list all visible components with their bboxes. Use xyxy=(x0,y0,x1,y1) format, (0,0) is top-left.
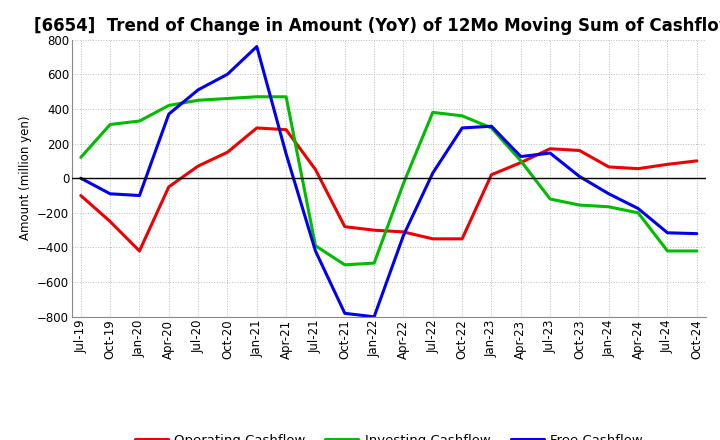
Investing Cashflow xyxy=(341,262,349,268)
Investing Cashflow xyxy=(135,118,144,124)
Operating Cashflow xyxy=(487,172,496,177)
Legend: Operating Cashflow, Investing Cashflow, Free Cashflow: Operating Cashflow, Investing Cashflow, … xyxy=(130,429,648,440)
Free Cashflow xyxy=(516,154,525,159)
Operating Cashflow xyxy=(253,125,261,131)
Free Cashflow xyxy=(546,150,554,156)
Operating Cashflow xyxy=(634,166,642,171)
Free Cashflow xyxy=(282,151,290,157)
Investing Cashflow xyxy=(76,155,85,160)
Operating Cashflow xyxy=(282,127,290,132)
Operating Cashflow xyxy=(428,236,437,242)
Investing Cashflow xyxy=(399,181,408,186)
Line: Operating Cashflow: Operating Cashflow xyxy=(81,128,697,251)
Investing Cashflow xyxy=(194,98,202,103)
Free Cashflow xyxy=(106,191,114,196)
Operating Cashflow xyxy=(194,163,202,169)
Operating Cashflow xyxy=(399,229,408,235)
Operating Cashflow xyxy=(370,227,379,233)
Investing Cashflow xyxy=(164,103,173,108)
Free Cashflow xyxy=(487,124,496,129)
Investing Cashflow xyxy=(282,94,290,99)
Free Cashflow xyxy=(663,230,672,235)
Free Cashflow xyxy=(194,87,202,92)
Free Cashflow xyxy=(458,125,467,131)
Operating Cashflow xyxy=(693,158,701,164)
Title: [6654]  Trend of Change in Amount (YoY) of 12Mo Moving Sum of Cashflows: [6654] Trend of Change in Amount (YoY) o… xyxy=(34,17,720,35)
Free Cashflow xyxy=(253,44,261,49)
Investing Cashflow xyxy=(487,125,496,131)
Investing Cashflow xyxy=(458,113,467,118)
Operating Cashflow xyxy=(516,160,525,165)
Investing Cashflow xyxy=(428,110,437,115)
Free Cashflow xyxy=(399,233,408,238)
Investing Cashflow xyxy=(253,94,261,99)
Operating Cashflow xyxy=(546,146,554,151)
Free Cashflow xyxy=(341,311,349,316)
Operating Cashflow xyxy=(341,224,349,229)
Free Cashflow xyxy=(311,248,320,253)
Investing Cashflow xyxy=(370,260,379,266)
Free Cashflow xyxy=(164,111,173,117)
Y-axis label: Amount (million yen): Amount (million yen) xyxy=(19,116,32,240)
Free Cashflow xyxy=(428,170,437,176)
Operating Cashflow xyxy=(605,164,613,169)
Free Cashflow xyxy=(575,174,584,179)
Line: Free Cashflow: Free Cashflow xyxy=(81,47,697,317)
Operating Cashflow xyxy=(575,148,584,153)
Investing Cashflow xyxy=(516,158,525,164)
Operating Cashflow xyxy=(106,219,114,224)
Investing Cashflow xyxy=(575,202,584,208)
Investing Cashflow xyxy=(311,243,320,249)
Operating Cashflow xyxy=(663,161,672,167)
Operating Cashflow xyxy=(311,167,320,172)
Investing Cashflow xyxy=(605,204,613,209)
Operating Cashflow xyxy=(135,248,144,253)
Investing Cashflow xyxy=(663,248,672,253)
Free Cashflow xyxy=(605,191,613,196)
Operating Cashflow xyxy=(164,184,173,190)
Investing Cashflow xyxy=(634,210,642,216)
Investing Cashflow xyxy=(223,96,232,101)
Operating Cashflow xyxy=(223,150,232,155)
Line: Investing Cashflow: Investing Cashflow xyxy=(81,97,697,265)
Operating Cashflow xyxy=(76,193,85,198)
Free Cashflow xyxy=(693,231,701,236)
Free Cashflow xyxy=(634,206,642,211)
Free Cashflow xyxy=(370,314,379,319)
Operating Cashflow xyxy=(458,236,467,242)
Investing Cashflow xyxy=(546,196,554,202)
Investing Cashflow xyxy=(693,248,701,253)
Free Cashflow xyxy=(223,72,232,77)
Investing Cashflow xyxy=(106,122,114,127)
Free Cashflow xyxy=(135,193,144,198)
Free Cashflow xyxy=(76,176,85,181)
